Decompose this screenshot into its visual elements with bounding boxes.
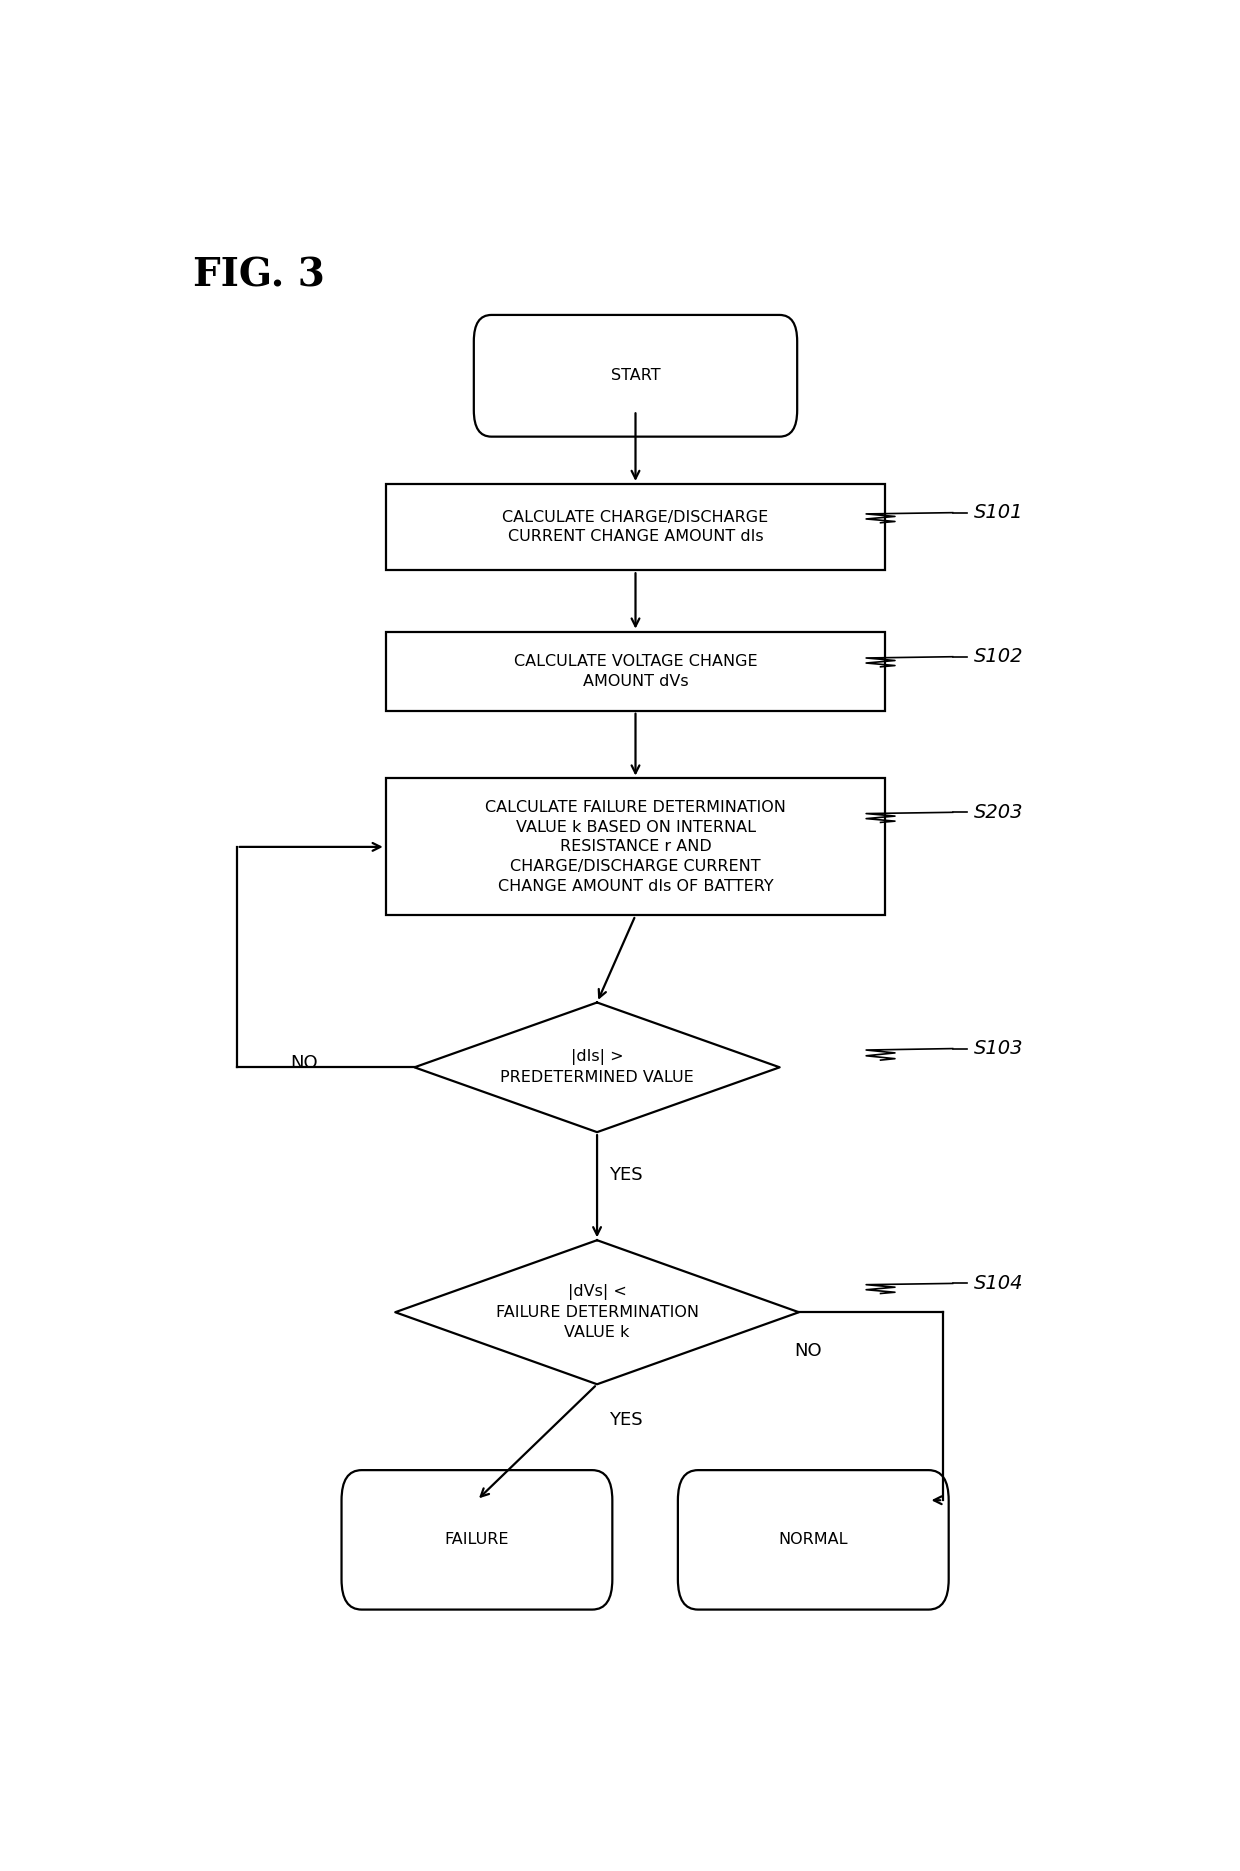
- Text: |dVs| <
FAILURE DETERMINATION
VALUE k: |dVs| < FAILURE DETERMINATION VALUE k: [496, 1284, 698, 1340]
- Text: CALCULATE CHARGE/DISCHARGE
CURRENT CHANGE AMOUNT dIs: CALCULATE CHARGE/DISCHARGE CURRENT CHANG…: [502, 509, 769, 544]
- FancyBboxPatch shape: [386, 632, 885, 711]
- Polygon shape: [396, 1240, 799, 1385]
- Text: NORMAL: NORMAL: [779, 1532, 848, 1547]
- Text: START: START: [610, 369, 661, 384]
- Text: S103: S103: [973, 1038, 1023, 1059]
- Text: NO: NO: [290, 1053, 317, 1072]
- Text: FIG. 3: FIG. 3: [193, 256, 325, 294]
- Text: S203: S203: [973, 803, 1023, 821]
- Polygon shape: [414, 1003, 780, 1132]
- FancyBboxPatch shape: [341, 1471, 613, 1609]
- Text: NO: NO: [795, 1342, 822, 1360]
- Text: CALCULATE FAILURE DETERMINATION
VALUE k BASED ON INTERNAL
RESISTANCE r AND
CHARG: CALCULATE FAILURE DETERMINATION VALUE k …: [485, 799, 786, 894]
- Text: S101: S101: [973, 503, 1023, 522]
- Text: YES: YES: [609, 1411, 642, 1429]
- Text: S102: S102: [973, 647, 1023, 666]
- FancyBboxPatch shape: [386, 778, 885, 915]
- Text: CALCULATE VOLTAGE CHANGE
AMOUNT dVs: CALCULATE VOLTAGE CHANGE AMOUNT dVs: [513, 653, 758, 689]
- FancyBboxPatch shape: [474, 314, 797, 436]
- FancyBboxPatch shape: [678, 1471, 949, 1609]
- Text: YES: YES: [609, 1166, 642, 1184]
- FancyBboxPatch shape: [386, 485, 885, 571]
- Text: |dIs| >
PREDETERMINED VALUE: |dIs| > PREDETERMINED VALUE: [500, 1050, 694, 1085]
- Text: S104: S104: [973, 1274, 1023, 1293]
- Text: FAILURE: FAILURE: [445, 1532, 510, 1547]
